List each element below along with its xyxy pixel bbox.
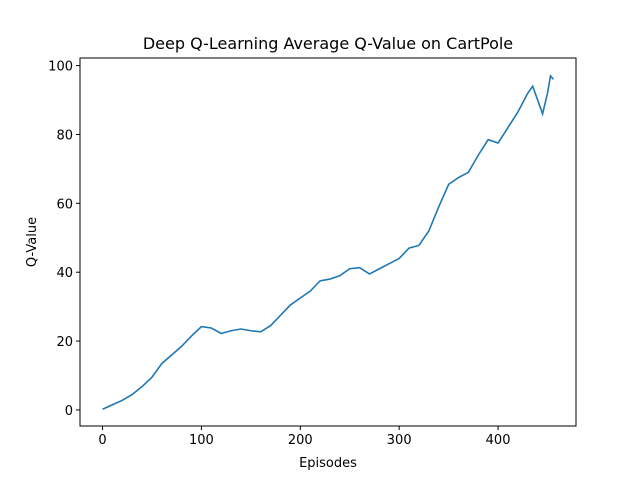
x-tick-label: 300 xyxy=(387,433,412,448)
y-tick-label: 20 xyxy=(56,335,73,350)
y-tick-label: 0 xyxy=(65,404,73,419)
y-tick-label: 40 xyxy=(56,266,73,281)
data-line xyxy=(102,74,555,410)
plot-frame xyxy=(79,57,577,427)
chart-title: Deep Q-Learning Average Q-Value on CartP… xyxy=(143,34,513,53)
y-axis-label: Q-Value xyxy=(25,217,40,267)
x-tick-label: 400 xyxy=(486,433,511,448)
x-tick-label: 0 xyxy=(98,433,106,448)
y-tick-label: 60 xyxy=(56,197,73,212)
x-axis-label: Episodes xyxy=(299,456,357,471)
x-tick-label: 200 xyxy=(288,433,313,448)
x-tick-label: 100 xyxy=(189,433,214,448)
y-tick-label: 80 xyxy=(56,128,73,143)
y-tick-label: 100 xyxy=(48,60,73,75)
